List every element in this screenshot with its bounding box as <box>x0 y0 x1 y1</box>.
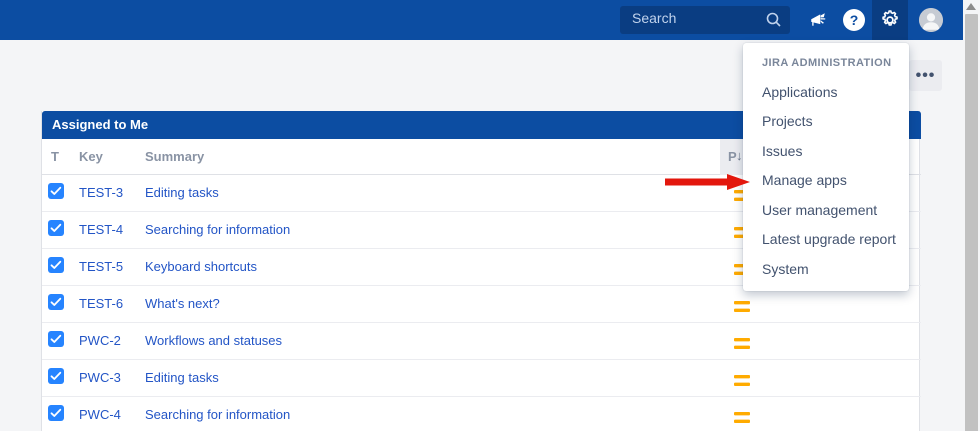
svg-text:?: ? <box>850 12 859 28</box>
